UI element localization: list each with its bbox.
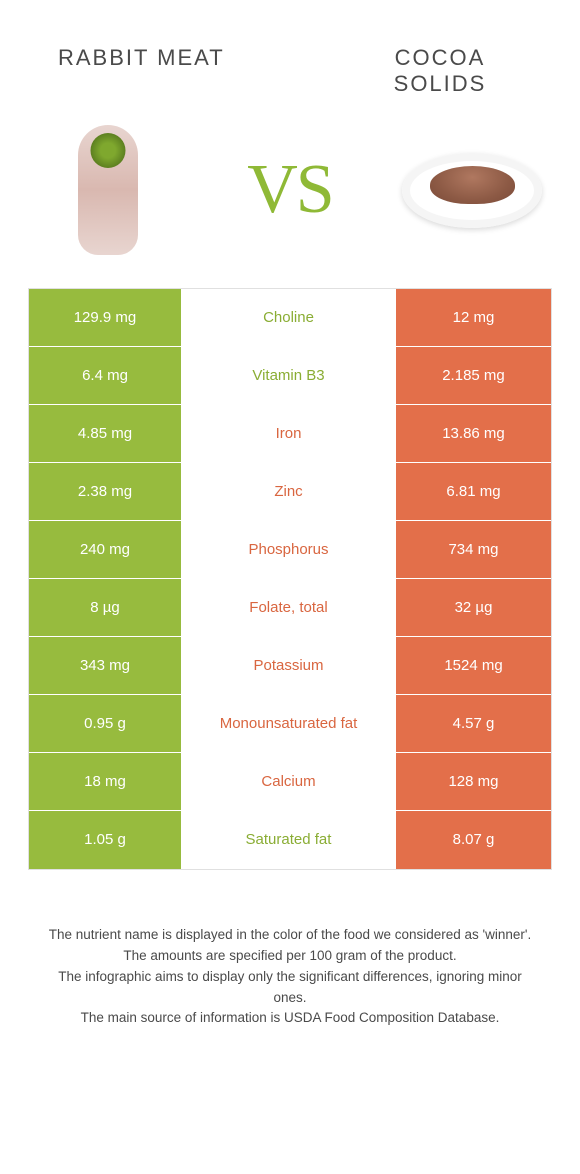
nutrient-label-cell: Potassium <box>184 637 396 694</box>
nutrient-label-cell: Zinc <box>184 463 396 520</box>
left-value-cell: 1.05 g <box>29 811 184 869</box>
nutrient-label-cell: Iron <box>184 405 396 462</box>
nutrient-label-cell: Monounsaturated fat <box>184 695 396 752</box>
table-row: 6.4 mgVitamin B32.185 mg <box>29 347 551 405</box>
left-value-cell: 4.85 mg <box>29 405 184 462</box>
footnote-line: The amounts are specified per 100 gram o… <box>45 946 535 967</box>
table-row: 18 mgCalcium128 mg <box>29 753 551 811</box>
cocoa-powder-icon <box>430 166 515 204</box>
right-food-image <box>400 118 545 263</box>
right-food-title: COCOA SOLIDS <box>350 45 530 98</box>
table-row: 1.05 gSaturated fat8.07 g <box>29 811 551 869</box>
nutrient-label-cell: Folate, total <box>184 579 396 636</box>
right-value-cell: 734 mg <box>396 521 551 578</box>
header: RABBIT MEAT COCOA SOLIDS <box>0 0 580 98</box>
table-row: 240 mgPhosphorus734 mg <box>29 521 551 579</box>
left-value-cell: 240 mg <box>29 521 184 578</box>
right-value-cell: 6.81 mg <box>396 463 551 520</box>
left-value-cell: 343 mg <box>29 637 184 694</box>
left-value-cell: 8 µg <box>29 579 184 636</box>
right-value-cell: 32 µg <box>396 579 551 636</box>
vs-label: VS <box>247 150 332 230</box>
nutrient-label-cell: Saturated fat <box>184 811 396 869</box>
right-value-cell: 13.86 mg <box>396 405 551 462</box>
footnotes: The nutrient name is displayed in the co… <box>45 925 535 1030</box>
left-value-cell: 2.38 mg <box>29 463 184 520</box>
right-value-cell: 8.07 g <box>396 811 551 869</box>
nutrient-label-cell: Choline <box>184 289 396 346</box>
footnote-line: The main source of information is USDA F… <box>45 1008 535 1029</box>
table-row: 8 µgFolate, total32 µg <box>29 579 551 637</box>
right-value-cell: 12 mg <box>396 289 551 346</box>
right-value-cell: 2.185 mg <box>396 347 551 404</box>
table-row: 343 mgPotassium1524 mg <box>29 637 551 695</box>
right-value-cell: 1524 mg <box>396 637 551 694</box>
footnote-line: The infographic aims to display only the… <box>45 967 535 1009</box>
cocoa-plate-icon <box>402 153 542 228</box>
nutrient-label-cell: Phosphorus <box>184 521 396 578</box>
table-row: 129.9 mgCholine12 mg <box>29 289 551 347</box>
nutrient-label-cell: Vitamin B3 <box>184 347 396 404</box>
table-row: 0.95 gMonounsaturated fat4.57 g <box>29 695 551 753</box>
nutrient-table: 129.9 mgCholine12 mg6.4 mgVitamin B32.18… <box>28 288 552 870</box>
left-value-cell: 18 mg <box>29 753 184 810</box>
left-food-title: RABBIT MEAT <box>50 45 280 98</box>
left-food-image <box>35 118 180 263</box>
table-row: 4.85 mgIron13.86 mg <box>29 405 551 463</box>
left-value-cell: 0.95 g <box>29 695 184 752</box>
nutrient-label-cell: Calcium <box>184 753 396 810</box>
table-row: 2.38 mgZinc6.81 mg <box>29 463 551 521</box>
rabbit-meat-icon <box>78 125 138 255</box>
footnote-line: The nutrient name is displayed in the co… <box>45 925 535 946</box>
left-value-cell: 6.4 mg <box>29 347 184 404</box>
right-value-cell: 4.57 g <box>396 695 551 752</box>
left-value-cell: 129.9 mg <box>29 289 184 346</box>
vs-row: VS <box>0 98 580 288</box>
right-value-cell: 128 mg <box>396 753 551 810</box>
